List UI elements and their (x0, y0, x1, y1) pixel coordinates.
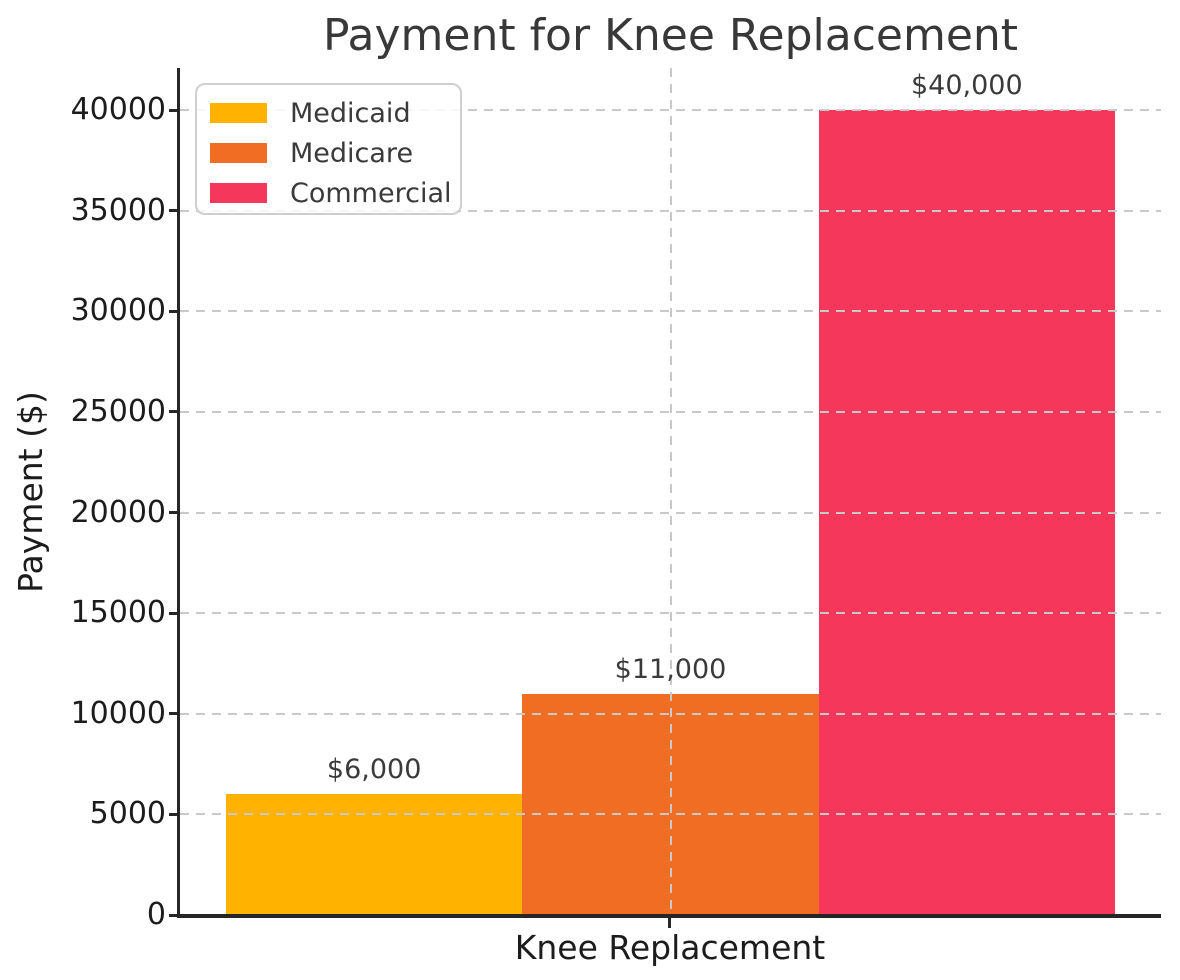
legend: Medicaid Medicare Commercial (195, 83, 462, 215)
y-tick-mark-20000 (169, 511, 180, 514)
y-tick-label-20000: 20000 (70, 494, 166, 530)
y-tick-label-30000: 30000 (70, 293, 166, 329)
y-tick-label-25000: 25000 (70, 393, 166, 429)
y-tick-label-15000: 15000 (70, 595, 166, 631)
legend-item-medicare: Medicare (210, 133, 460, 173)
x-tick-label: Knee Replacement (514, 928, 826, 967)
y-tick-label-0: 0 (146, 897, 166, 932)
y-tick-mark-5000 (169, 812, 180, 816)
legend-swatch-medicaid (210, 103, 267, 123)
legend-label-commercial: Commercial (290, 177, 452, 209)
y-axis-label: Payment ($) (11, 391, 50, 593)
x-axis-spine (177, 914, 1161, 918)
y-tick-label-40000: 40000 (70, 92, 166, 127)
y-tick-label-35000: 35000 (70, 192, 166, 228)
value-label-commercial: $40,000 (910, 70, 1023, 101)
y-axis-spine (177, 68, 180, 918)
legend-label-medicare: Medicare (290, 137, 414, 169)
y-tick-label-5000: 5000 (89, 796, 166, 832)
legend-label-medicaid: Medicaid (290, 97, 411, 129)
y-tick-mark-25000 (169, 410, 180, 414)
legend-swatch-medicare (210, 143, 267, 163)
y-tick-mark-30000 (169, 309, 180, 313)
y-tick-mark-0 (169, 913, 180, 917)
value-label-medicare: $11,000 (614, 653, 727, 685)
legend-swatch-commercial (210, 183, 267, 203)
y-tick-mark-35000 (169, 209, 180, 213)
legend-item-commercial: Commercial (210, 173, 460, 213)
x-tick-mark (668, 918, 671, 928)
plot-area (180, 68, 1161, 915)
chart-title: Payment for Knee Replacement (322, 10, 1019, 61)
value-label-medicaid: $6,000 (326, 754, 422, 786)
y-tick-mark-10000 (169, 712, 180, 716)
y-tick-mark-40000 (169, 108, 180, 112)
y-tick-mark-15000 (169, 611, 180, 615)
gridline-x-category (669, 68, 672, 915)
legend-item-medicaid: Medicaid (210, 93, 460, 133)
y-tick-label-10000: 10000 (70, 695, 166, 731)
bar-medicaid (226, 794, 523, 915)
